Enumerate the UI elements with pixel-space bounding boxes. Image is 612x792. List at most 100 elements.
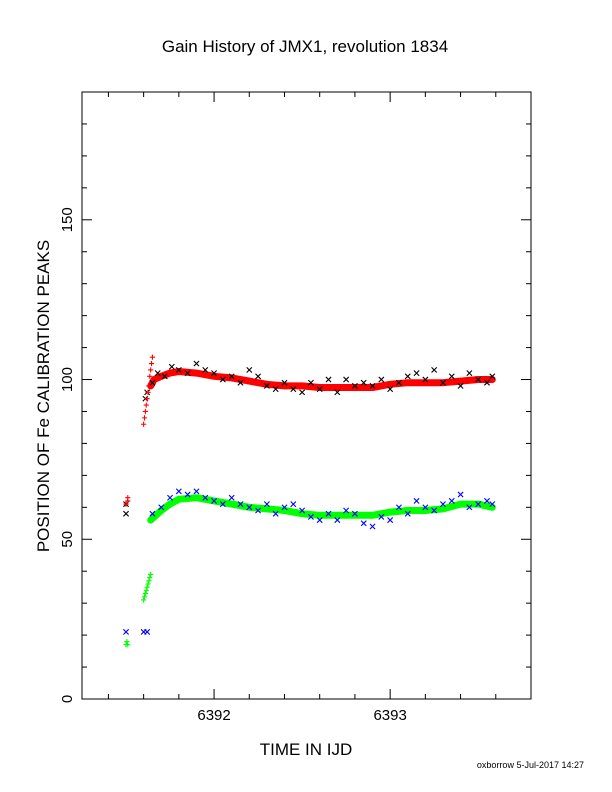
data-point: [141, 421, 147, 427]
data-point: [141, 597, 147, 603]
data-point: [404, 510, 411, 517]
y-tick-label: 0: [59, 695, 76, 703]
data-point: [404, 373, 411, 380]
data-point: [439, 379, 446, 386]
data-point: [228, 373, 235, 380]
data-point: [475, 501, 482, 508]
data-point: [184, 370, 191, 377]
data-point: [489, 501, 496, 508]
data-point: [483, 497, 490, 504]
data-point: [290, 386, 297, 393]
data-point: [378, 376, 385, 383]
data-point: [360, 379, 367, 386]
footer-credit: oxborrow 5-Jul-2017 14:27: [477, 760, 584, 770]
data-point: [466, 370, 473, 377]
data-point: [246, 504, 253, 511]
data-point: [439, 501, 446, 508]
data-point: [448, 497, 455, 504]
data-point: [387, 386, 394, 393]
data-point: [457, 491, 464, 498]
data-point: [143, 402, 149, 408]
data-point: [211, 497, 218, 504]
data-point: [466, 504, 473, 511]
data-point: [175, 488, 182, 495]
data-point: [146, 383, 152, 389]
data-point: [299, 507, 306, 514]
data-point: [395, 504, 402, 511]
data-point: [369, 382, 376, 389]
data-point: [413, 497, 420, 504]
data-point: [184, 491, 191, 498]
data-point: [378, 513, 385, 520]
y-tick-label: 100: [59, 367, 76, 392]
data-point: [422, 376, 429, 383]
data-point: [489, 373, 496, 380]
data-point: [263, 501, 270, 508]
chart-title: Gain History of JMX1, revolution 1834: [162, 37, 448, 56]
data-point: [343, 507, 350, 514]
data-point: [431, 366, 438, 373]
data-point: [125, 495, 131, 501]
data-point: [343, 376, 350, 383]
data-point: [395, 379, 402, 386]
data-point: [281, 379, 288, 386]
fit-curve: [147, 368, 496, 391]
data-point: [325, 376, 332, 383]
data-point: [325, 510, 332, 517]
x-axis-label: TIME IN IJD: [260, 740, 353, 759]
data-point: [154, 370, 161, 377]
data-point: [142, 408, 148, 415]
data-point: [219, 376, 226, 383]
plot-frame: [81, 91, 532, 700]
data-point: [148, 571, 154, 578]
data-point: [123, 510, 130, 517]
data-point: [148, 367, 154, 373]
data-point: [145, 581, 151, 587]
data-point: [483, 379, 490, 386]
fit-curve: [147, 494, 496, 524]
data-point: [144, 584, 150, 590]
data-point: [168, 363, 175, 370]
data-point: [422, 504, 429, 511]
data-point: [219, 501, 226, 508]
data-point: [272, 386, 279, 393]
data-point: [369, 523, 376, 530]
data-point: [351, 382, 358, 389]
data-point: [334, 389, 341, 396]
data-point: [124, 638, 130, 645]
data-point: [147, 575, 153, 581]
data-point: [142, 590, 148, 597]
data-point: [431, 507, 438, 514]
data-point: [475, 376, 482, 383]
data-point: [228, 494, 235, 501]
data-point: [299, 389, 306, 396]
data-point: [281, 504, 288, 511]
data-point: [149, 510, 156, 517]
data-point: [144, 396, 150, 402]
data-point: [161, 373, 168, 380]
data-point: [123, 501, 129, 507]
data-point: [263, 382, 270, 389]
data-point: [448, 373, 455, 380]
data-point: [413, 370, 420, 377]
y-tick-label: 150: [59, 207, 76, 232]
data-point: [316, 517, 323, 524]
y-axis-label: POSITION OF Fe CALIBRATION PEAKS: [34, 240, 53, 552]
data-point: [307, 513, 314, 520]
data-point: [146, 578, 152, 584]
data-point: [145, 389, 151, 395]
data-point: [237, 501, 244, 508]
data-point: [457, 382, 464, 389]
data-point: [149, 354, 156, 360]
data-point: [237, 379, 244, 386]
data-point: [193, 360, 200, 367]
data-point: [255, 507, 262, 514]
data-point: [360, 520, 367, 527]
data-point: [148, 360, 155, 367]
data-point: [144, 628, 151, 635]
data-point: [272, 510, 279, 517]
data-point: [387, 517, 394, 524]
data-point: [143, 587, 149, 593]
data-point: [158, 504, 165, 511]
